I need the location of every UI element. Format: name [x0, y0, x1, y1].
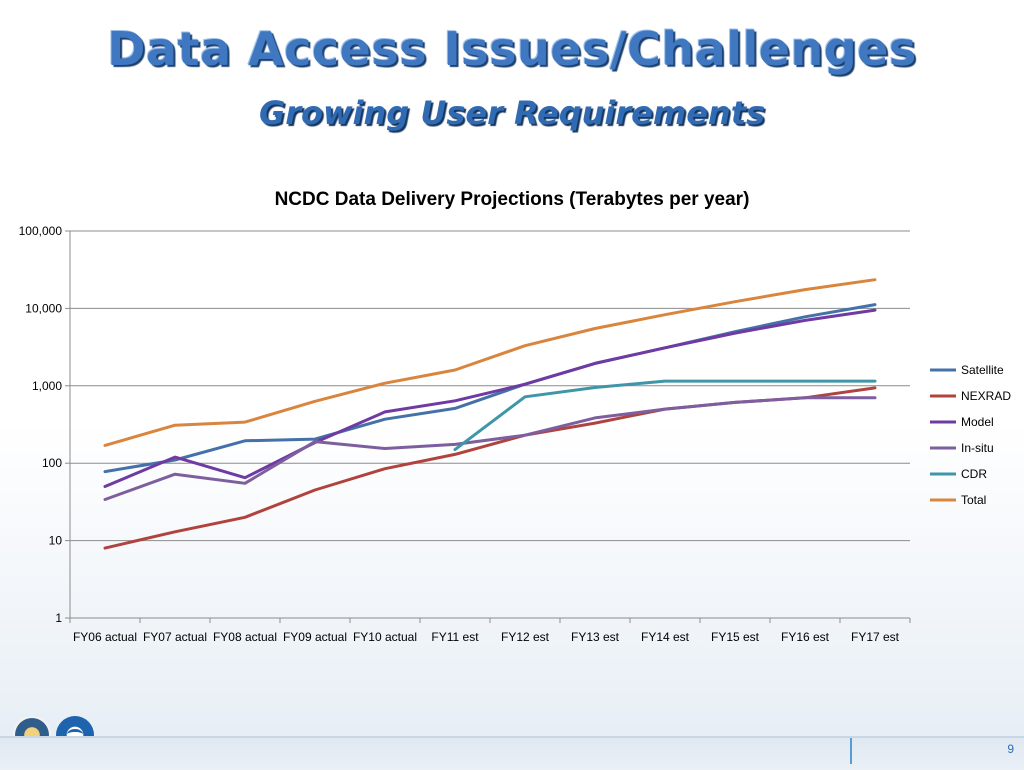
x-tick-label: FY13 est — [571, 630, 620, 644]
x-tick-label: FY17 est — [851, 630, 900, 644]
legend-label-satellite: Satellite — [961, 363, 1004, 377]
slide-title: Data Access Issues/Challenges — [107, 22, 917, 76]
legend-label-cdr: CDR — [961, 467, 987, 481]
footer-divider — [850, 738, 852, 764]
x-tick-label: FY15 est — [711, 630, 760, 644]
x-tick-label: FY07 actual — [143, 630, 207, 644]
chart: NCDC Data Delivery Projections (Terabyte… — [19, 189, 1012, 644]
y-tick-label: 1 — [55, 611, 62, 625]
y-tick-label: 100 — [42, 456, 62, 470]
x-tick-label: FY14 est — [641, 630, 690, 644]
series-line-cdr — [453, 379, 877, 452]
x-tick-label: FY16 est — [781, 630, 830, 644]
series-line-total — [103, 278, 877, 447]
y-tick-label: 10 — [49, 534, 63, 548]
legend-label-in-situ: In-situ — [961, 441, 994, 455]
x-tick-label: FY09 actual — [283, 630, 347, 644]
y-tick-label: 100,000 — [19, 224, 63, 238]
footer-band — [0, 736, 1024, 770]
series-line-model — [103, 308, 877, 488]
series-line-in-situ — [103, 396, 877, 501]
x-tick-label: FY12 est — [501, 630, 550, 644]
legend-label-model: Model — [961, 415, 994, 429]
chart-title: NCDC Data Delivery Projections (Terabyte… — [275, 189, 750, 210]
x-tick-label: FY10 actual — [353, 630, 417, 644]
y-tick-label: 10,000 — [25, 301, 62, 315]
page-number: 9 — [1007, 742, 1014, 756]
series-line-satellite — [103, 303, 877, 474]
legend-label-nexrad: NEXRAD — [961, 389, 1011, 403]
x-tick-label: FY08 actual — [213, 630, 277, 644]
x-tick-label: FY11 est — [431, 630, 479, 644]
series-line-nexrad — [103, 386, 877, 550]
x-tick-label: FY06 actual — [73, 630, 137, 644]
legend-label-total: Total — [961, 493, 986, 507]
y-tick-label: 1,000 — [32, 379, 62, 393]
slide-subtitle: Growing User Requirements — [258, 94, 766, 132]
